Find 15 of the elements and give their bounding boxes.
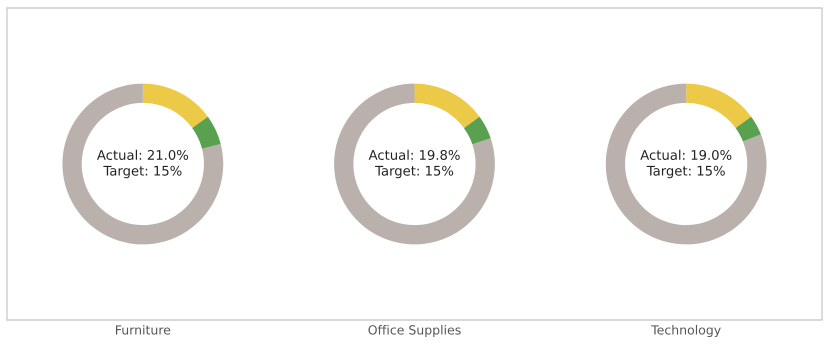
text: Actual: 19.0% Target: 15%	[640, 150, 732, 178]
donut-slice	[464, 116, 491, 144]
donut-slice	[606, 84, 767, 244]
donut-slice	[62, 84, 224, 244]
text: Office Supplies	[368, 324, 461, 338]
donut-slice	[736, 116, 761, 142]
text: Actual: 21.0% Target: 15%	[96, 150, 188, 178]
text: Furniture	[116, 324, 170, 335]
text: Actual: 19.8% Target: 15%	[368, 150, 460, 178]
donut-slice	[414, 84, 480, 128]
text: Technology	[651, 324, 721, 338]
donut-slice	[686, 84, 752, 128]
donut-slice	[142, 84, 208, 128]
donut-slice	[192, 116, 221, 149]
donut-slice	[334, 84, 495, 244]
